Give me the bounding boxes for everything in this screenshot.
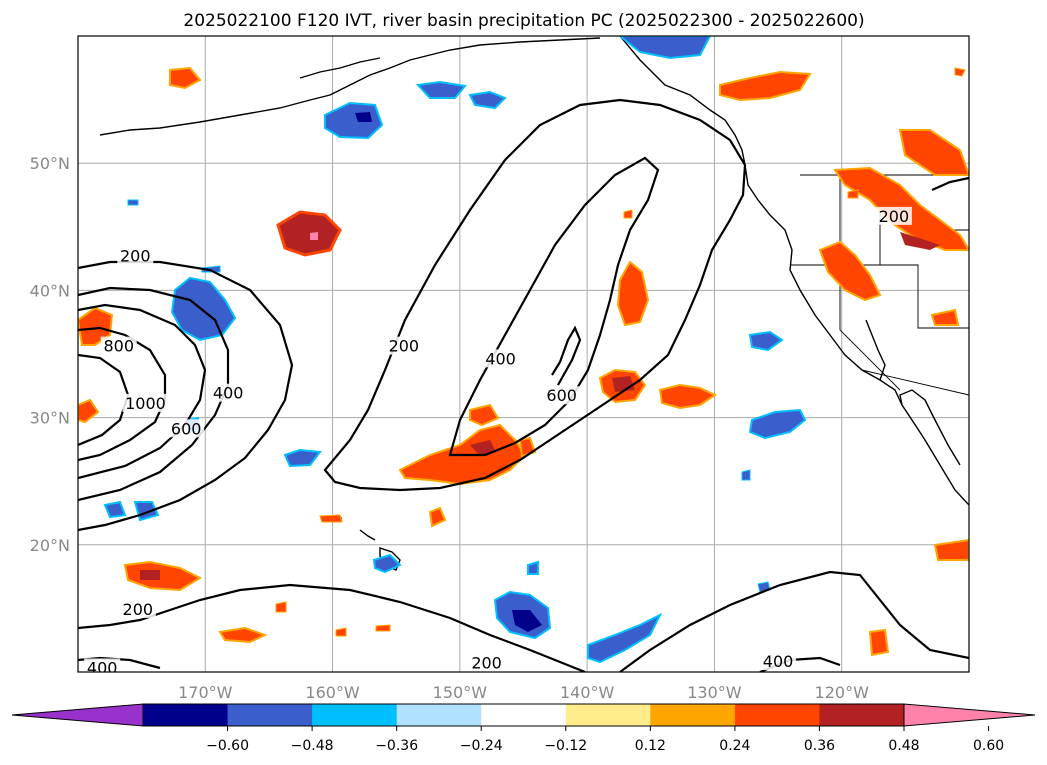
ivt-contour-400-south [619, 570, 969, 672]
ivt-contour-label: 400 [213, 384, 244, 403]
ivt-contour-label: 200 [389, 337, 420, 356]
ivt-contour-200-ne [931, 176, 969, 192]
colorbar-tick-label: −0.48 [291, 738, 334, 754]
map-area: 200 800 1000 600 400 200 400 600 200 200 400 200 400 [78, 36, 969, 677]
ivt-contour-200-west [78, 260, 294, 532]
ivt-contour-600-east [551, 325, 582, 386]
ivt-label-bg [385, 336, 422, 355]
colorbar-tick-label: 0.60 [973, 738, 1004, 754]
ivt-contour-600-west [78, 303, 207, 480]
ivt-label-bg [543, 386, 580, 405]
negative-anomaly-patches [103, 36, 807, 664]
positive-anomaly-patches [78, 66, 969, 657]
ivt-contour-label: 200 [879, 207, 910, 226]
colorbar-segment [396, 704, 482, 726]
lon-tick-label: 170°W [178, 683, 233, 702]
colorbar-tick-label: 0.12 [635, 738, 666, 754]
colorbar-tick-label: 0.36 [804, 738, 835, 754]
chart-title: 2025022100 F120 IVT, river basin precipi… [183, 11, 864, 31]
ivt-contour-400-west [78, 286, 230, 502]
ivt-label-bg [168, 419, 205, 438]
colorbar-segment [819, 704, 905, 726]
lon-tick-label: 160°W [305, 683, 360, 702]
colorbar-tick-label: −0.24 [460, 738, 503, 754]
lon-tick-label: 140°W [560, 683, 615, 702]
longitude-ticks: 170°W 160°W 150°W 140°W 130°W 120°W [178, 683, 869, 702]
lon-tick-label: 120°W [815, 683, 870, 702]
ivt-label-bg [875, 206, 912, 225]
ivt-contour-label: 400 [87, 658, 118, 677]
ivt-contours [78, 98, 969, 672]
coastlines [99, 36, 969, 571]
ivt-contour-label: 600 [171, 419, 202, 438]
precip-pc-field [78, 36, 969, 664]
ivt-label-bg [468, 653, 505, 672]
ivt-label-bg [482, 349, 519, 368]
colorbar: −0.60 −0.48 −0.36 −0.24 −0.12 0.12 0.24 0.36 0.4… [11, 703, 1036, 754]
colorbar-tick-label: −0.36 [375, 738, 418, 754]
colorbar-segment [650, 704, 736, 726]
lon-tick-label: 130°W [687, 683, 742, 702]
ivt-contour-label: 400 [485, 349, 516, 368]
ivt-label-bg [117, 246, 154, 265]
ivt-contour-label: 400 [763, 652, 794, 671]
ivt-contour-200-south [78, 583, 586, 672]
colorbar-tick-label: 0.24 [719, 738, 750, 754]
graticule [78, 36, 969, 672]
colorbar-outline [142, 703, 905, 727]
ivt-contour-label: 200 [471, 653, 502, 672]
ivt-contour-label: 1000 [125, 394, 166, 413]
colorbar-segment [143, 704, 229, 726]
colorbar-tick-label: −0.60 [206, 738, 249, 754]
ivt-label-bg [84, 658, 121, 672]
ivt-label-bg [760, 652, 797, 671]
ivt-contour-800-west [78, 326, 167, 462]
ivt-contour-labels: 200 800 1000 600 400 200 400 600 200 200 400 200 400 [84, 206, 912, 677]
ivt-contour-label: 600 [546, 386, 577, 405]
latitude-ticks: 20°N 30°N 40°N 50°N [30, 154, 70, 555]
ivt-contour-label: 200 [123, 600, 154, 619]
lon-tick-label: 150°W [433, 683, 488, 702]
lat-tick-label: 20°N [30, 536, 70, 555]
lat-tick-label: 50°N [30, 154, 70, 173]
colorbar-tick-label: −0.12 [544, 738, 587, 754]
colorbar-segment [734, 704, 820, 726]
ivt-label-bg [122, 393, 169, 412]
lat-tick-label: 30°N [30, 409, 70, 428]
colorbar-segment [565, 704, 651, 726]
ivt-contour-400-east [448, 156, 660, 457]
ivt-contour-200-east [323, 98, 747, 492]
ivt-contour-1000-west [78, 353, 130, 447]
ivt-label-bg [119, 599, 156, 618]
ivt-contour-label: 200 [120, 246, 151, 265]
map-frame [77, 35, 970, 673]
colorbar-tick-label: 0.48 [888, 738, 919, 754]
colorbar-segment [227, 704, 313, 726]
colorbar-segment [312, 704, 398, 726]
lat-tick-label: 40°N [30, 281, 70, 300]
colorbar-segment [481, 704, 567, 726]
colorbar-extend-min [11, 703, 144, 727]
colorbar-extend-max [903, 703, 1036, 727]
ivt-contour-label: 800 [103, 337, 134, 356]
ivt-label-bg [100, 336, 137, 355]
ivt-label-bg [210, 383, 247, 402]
